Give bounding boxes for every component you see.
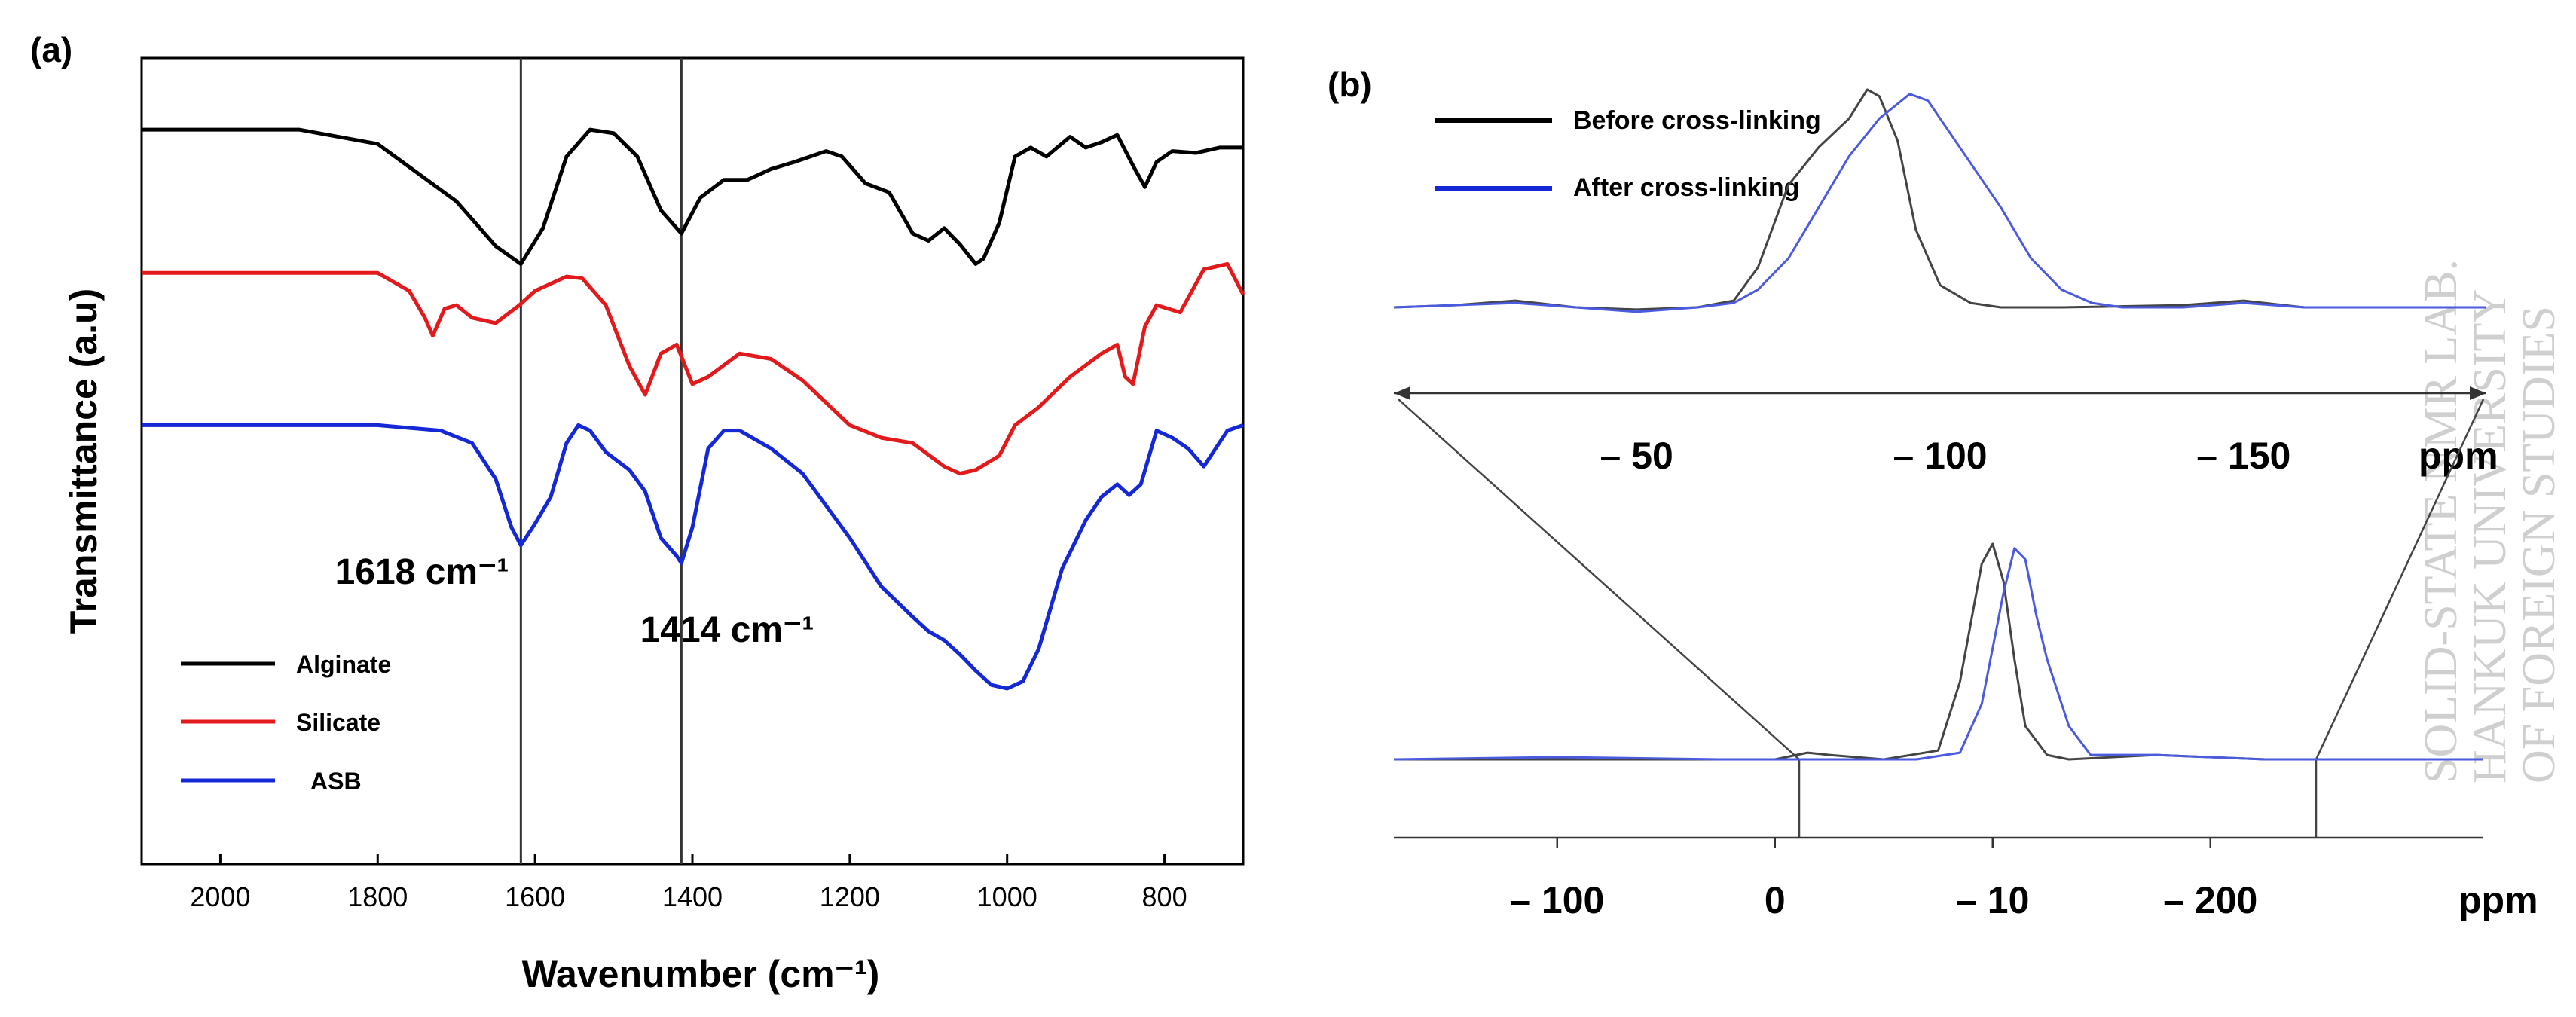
upper-x-tick-label-2: – 150: [2196, 435, 2290, 477]
upper-axis-right-arrowhead: [2470, 386, 2486, 400]
panel-a-reference-lines: [519, 58, 683, 864]
zoom-connector-right: [2315, 399, 2485, 760]
panel-b-label: (b): [1328, 65, 1372, 104]
lower-x-tick-label-2: – 10: [1956, 879, 2029, 921]
series-line-asb: [142, 423, 1244, 691]
watermark-line-1: SOLID-STATE NMR LAB.: [2416, 259, 2467, 783]
panel-a-label: (a): [30, 30, 72, 69]
x-tick-label-1000: 1000: [977, 881, 1037, 912]
lower-x-tick-label-3: – 200: [2163, 879, 2257, 921]
lower-x-tick-label-0: – 100: [1510, 879, 1604, 921]
legend-label-after: After cross-linking: [1573, 173, 1799, 202]
annotation-1414: 1414 cm⁻¹: [640, 610, 814, 650]
lower-series-line-after-cross-linking: [1393, 547, 2483, 761]
zoom-connector-left: [1398, 399, 1800, 760]
panel-a-x-axis-label: Wavenumber (cm⁻¹): [522, 953, 880, 995]
annotation-1618: 1618 cm⁻¹: [335, 552, 509, 592]
upper-series-line-before-cross-linking: [1393, 88, 2486, 311]
x-tick-label-800: 800: [1142, 881, 1187, 912]
series-line-alginate: [142, 127, 1243, 266]
watermark-line-3: OF FOREIGN STUDIES: [2513, 306, 2565, 783]
series-line-silicate: [142, 261, 1245, 476]
panel-b-legend: Before cross-linking After cross-linking: [1435, 106, 1821, 202]
legend-label-before: Before cross-linking: [1573, 106, 1821, 135]
upper-axis-left-arrowhead: [1394, 386, 1410, 400]
panel-a-legend: Alginate Silicate ASB: [181, 651, 391, 795]
panel-a-x-ticks: 2000 1800 1600 1400 1200 1000 800: [190, 854, 1187, 912]
upper-x-unit-label: ppm: [2419, 435, 2498, 477]
legend-label-silicate: Silicate: [296, 709, 380, 736]
x-tick-label-1600: 1600: [505, 881, 565, 912]
upper-x-tick-label-0: – 50: [1600, 435, 1673, 477]
x-tick-label-1400: 1400: [662, 881, 723, 912]
panel-a-series: [142, 127, 1245, 691]
x-tick-label-1800: 1800: [347, 881, 408, 912]
lower-x-ticks: – 100 0 – 10 – 200: [1510, 838, 2257, 921]
lower-x-tick-label-1: 0: [1765, 879, 1786, 921]
panel-a-plot-frame: [140, 56, 1245, 866]
watermark: SOLID-STATE NMR LAB. HANKUK UNIVERSITY O…: [2416, 259, 2565, 783]
x-tick-label-1200: 1200: [820, 881, 880, 912]
upper-x-tick-label-1: – 100: [1893, 435, 1987, 477]
panel-a-y-axis-label: Transmittance (a.u): [63, 289, 105, 634]
legend-label-alginate: Alginate: [296, 651, 391, 678]
upper-nmr-series: [1393, 88, 2486, 313]
x-tick-label-2000: 2000: [190, 881, 250, 912]
lower-x-unit-label: ppm: [2458, 879, 2538, 921]
watermark-line-2: HANKUK UNIVERSITY: [2464, 289, 2516, 783]
upper-x-ticks: – 50 – 100 – 150: [1600, 435, 2291, 477]
upper-series-line-after-cross-linking: [1393, 93, 2486, 313]
lower-nmr-series: [1393, 542, 2483, 761]
legend-label-asb: ASB: [310, 768, 362, 795]
panel-a-annotations: 1618 cm⁻¹ 1414 cm⁻¹: [335, 552, 814, 650]
lower-series-line-before-cross-linking: [1394, 542, 2483, 761]
